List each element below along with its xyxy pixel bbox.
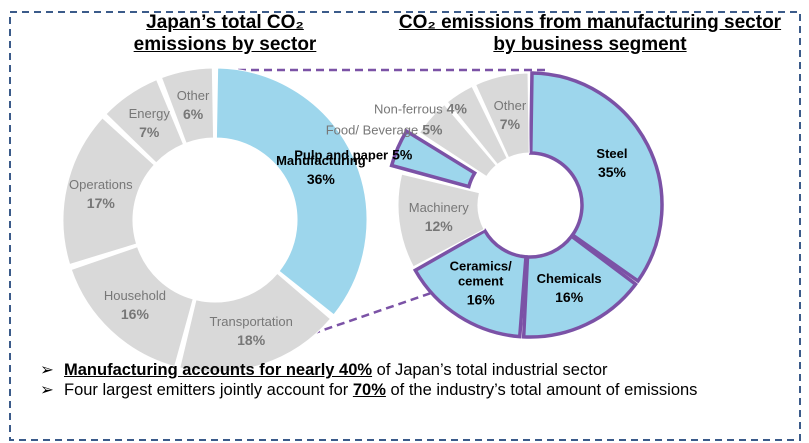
notes: Manufacturing accounts for nearly 40% of… (40, 360, 790, 400)
text: of Japan’s total industrial sector (372, 361, 608, 379)
category-label: Energy (128, 106, 170, 122)
category-label: Other (493, 98, 527, 114)
donut-segment (521, 233, 639, 339)
chart-title: Japan’s total CO₂ emissions by sector (133, 12, 317, 55)
value-label: 12% (424, 217, 453, 234)
value-label: 18% (237, 332, 266, 349)
category-label: Food/ Beverage (325, 122, 419, 138)
value-label: 16% (466, 291, 495, 308)
category-label: Manufacturing (276, 153, 366, 169)
connector (299, 288, 441, 340)
segment-label: Manufacturing 36% (273, 153, 368, 187)
donut-segment (105, 79, 185, 164)
value-label: 5% (422, 121, 443, 138)
category-label: Household (103, 288, 166, 304)
segment-label: Steel 35% (564, 146, 659, 180)
value-label: 4% (446, 100, 467, 117)
segment-label: Other 6% (146, 88, 241, 122)
segment-label: Transportation 18% (204, 314, 299, 348)
segment-label: Household 16% (87, 288, 182, 322)
segment-label: Ceramics/ cement 16% (433, 258, 528, 307)
segment-label: Non-ferrous 4% (374, 100, 467, 117)
value-label: 36% (306, 171, 335, 188)
donut-segment (418, 103, 497, 178)
value-label: 5% (392, 146, 413, 163)
donut-segment (412, 228, 528, 339)
category-label: Chemicals (536, 271, 602, 287)
category-label: Non-ferrous (374, 101, 443, 117)
category-label: Operations (69, 177, 133, 193)
category-label: Other (176, 88, 210, 104)
value-label: 7% (139, 124, 160, 141)
segment-label: Machinery 12% (391, 200, 486, 234)
value-label: 6% (182, 106, 204, 123)
segment-label: Pulp and paper 5% (294, 146, 413, 163)
donut-segment (397, 173, 485, 268)
bullet: Manufacturing accounts for nearly 40% of… (40, 360, 790, 380)
frame (9, 11, 801, 441)
value-label: 16% (120, 306, 149, 323)
value-label: 35% (597, 164, 626, 181)
category-label: Ceramics/ cement (449, 258, 512, 289)
segment-label: Chemicals 16% (522, 271, 617, 305)
donut-segment (215, 67, 368, 316)
donut-segment (529, 71, 664, 284)
segment-label: Food/ Beverage 5% (325, 121, 443, 138)
donut-segment (160, 67, 215, 144)
donut-segment (474, 72, 530, 159)
donut-segment (389, 128, 478, 189)
value-label: 16% (555, 289, 584, 306)
chart-title: CO₂ emissions from manufacturing sector … (398, 12, 782, 55)
text: of the industry’s total amount of emissi… (385, 381, 698, 399)
segment-label: Energy 7% (102, 106, 197, 140)
category-label: Machinery (408, 199, 469, 215)
bullet: Four largest emitters jointly account fo… (40, 380, 790, 400)
segment-label: Operations 17% (53, 177, 148, 211)
category-label: Pulp and paper (294, 147, 389, 163)
category-label: Transportation (209, 314, 293, 330)
donut-segment (446, 85, 508, 166)
donut-segment (70, 246, 194, 368)
value-label: 17% (86, 195, 115, 212)
emphasis: 70% (352, 381, 386, 399)
emphasis: Manufacturing accounts for nearly 40% (64, 361, 373, 379)
value-label: 7% (499, 116, 521, 133)
segment-label: Other 7% (462, 98, 557, 132)
donut-segment (62, 117, 155, 266)
text: Four largest emitters jointly account fo… (64, 381, 353, 399)
category-label: Steel (596, 146, 628, 162)
